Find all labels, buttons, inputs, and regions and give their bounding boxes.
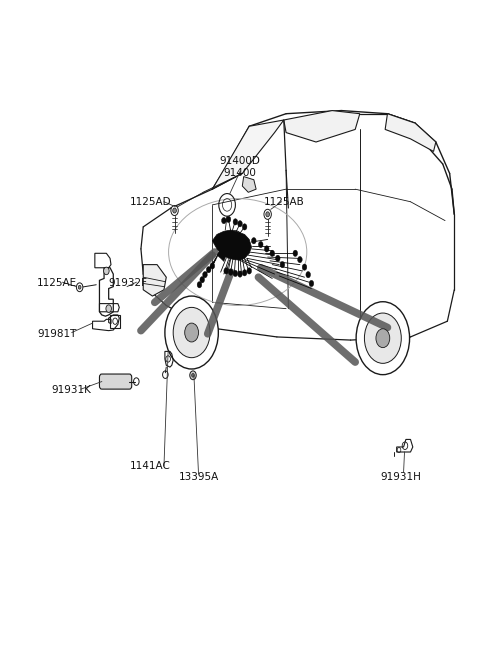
Circle shape [293,250,298,257]
Circle shape [173,307,210,358]
Circle shape [165,296,218,369]
Circle shape [309,280,314,287]
Polygon shape [212,120,284,189]
Circle shape [364,313,401,364]
Circle shape [242,224,247,230]
Circle shape [233,219,238,225]
Circle shape [242,270,247,276]
Circle shape [185,323,199,342]
Circle shape [206,267,211,272]
FancyBboxPatch shape [99,374,132,389]
Circle shape [306,272,311,278]
Polygon shape [242,177,256,193]
Circle shape [173,208,177,213]
Circle shape [376,329,390,348]
Circle shape [270,250,275,257]
Polygon shape [212,230,252,260]
Text: 91931K: 91931K [51,385,91,396]
Circle shape [280,261,285,268]
Circle shape [203,272,207,278]
Text: 1141AC: 1141AC [130,461,170,471]
Circle shape [76,283,83,291]
Circle shape [252,238,256,244]
Text: 91931H: 91931H [381,472,422,482]
Circle shape [171,206,178,215]
Circle shape [302,264,307,271]
Polygon shape [143,265,166,296]
Circle shape [104,267,109,274]
Circle shape [106,305,111,312]
Circle shape [276,255,280,261]
Text: 13395A: 13395A [179,472,219,482]
Circle shape [356,302,409,375]
Circle shape [238,271,242,277]
Circle shape [233,271,238,276]
Text: 91932F: 91932F [108,278,148,288]
Text: 91400D
91400: 91400D 91400 [219,157,261,178]
Circle shape [226,216,231,223]
Circle shape [200,276,204,283]
Circle shape [224,268,228,274]
Polygon shape [385,114,436,151]
Circle shape [264,210,271,219]
Circle shape [264,246,269,252]
Circle shape [238,221,242,227]
Circle shape [247,268,252,274]
Text: 91981T: 91981T [37,329,77,339]
Circle shape [266,212,269,217]
Circle shape [192,373,194,377]
Circle shape [228,269,233,275]
Circle shape [222,217,226,224]
Text: 1125AE: 1125AE [37,278,77,288]
Circle shape [197,282,202,288]
Polygon shape [217,249,226,261]
Text: 1125AB: 1125AB [264,196,304,207]
Circle shape [298,257,302,263]
Circle shape [78,286,81,289]
Circle shape [258,241,263,248]
Circle shape [190,371,196,380]
Polygon shape [284,111,360,142]
Text: 1125AD: 1125AD [129,196,171,207]
Circle shape [210,263,215,269]
